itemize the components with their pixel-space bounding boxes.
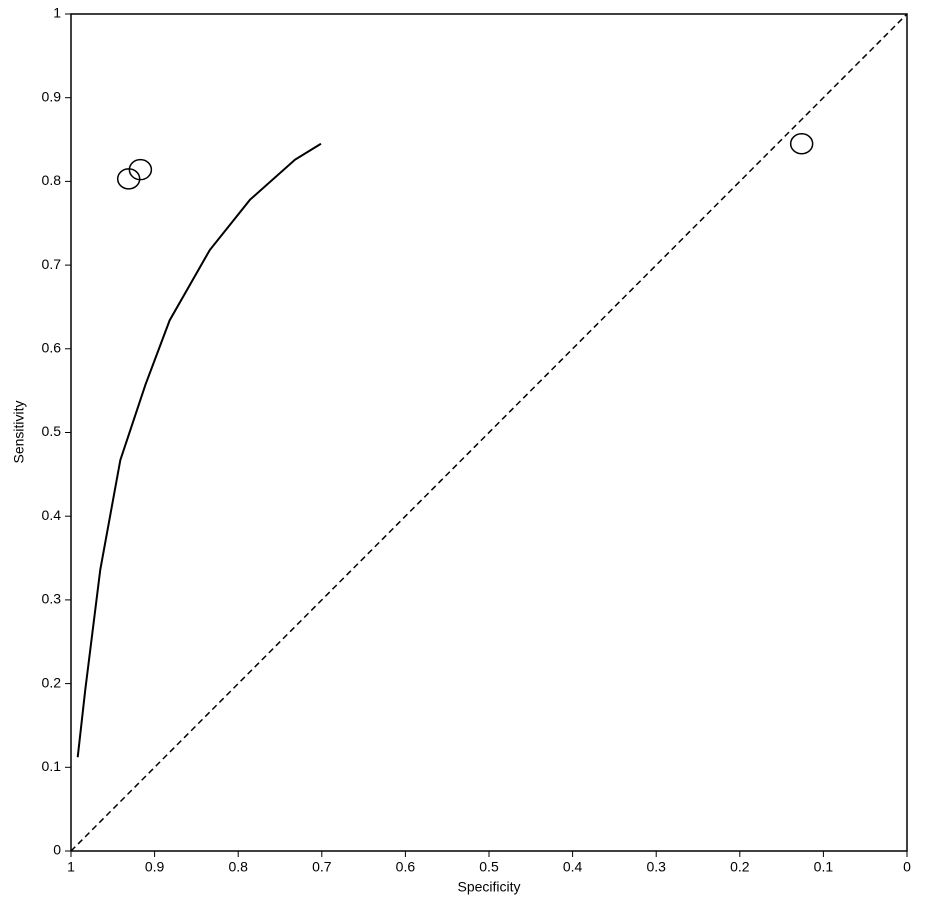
y-tick-label: 0.6 (42, 340, 62, 356)
y-tick-label: 0.8 (42, 172, 62, 188)
x-tick-label: 0.4 (563, 859, 583, 875)
x-tick-label: 1 (67, 859, 75, 875)
y-tick-label: 0.2 (42, 674, 62, 690)
y-tick-label: 0.3 (42, 591, 62, 607)
x-tick-label: 0.5 (479, 859, 499, 875)
y-tick-label: 0.7 (42, 256, 62, 272)
study-point (128, 158, 153, 181)
x-tick-label: 0.1 (814, 859, 834, 875)
x-tick-label: 0.9 (145, 859, 165, 875)
y-tick-label: 0.4 (42, 507, 62, 523)
sroc-curve (76, 142, 322, 758)
x-tick-label: 0.2 (730, 859, 750, 875)
x-tick-label: 0.8 (228, 859, 248, 875)
x-axis-title: Specificity (457, 879, 520, 895)
reference-line (70, 13, 908, 852)
y-tick-label: 1 (53, 5, 61, 21)
y-tick-label: 0 (53, 842, 61, 858)
y-axis-title: Sensitivity (11, 400, 27, 463)
study-point (789, 132, 814, 155)
y-tick-label: 0.5 (42, 423, 62, 439)
x-tick-label: 0 (903, 859, 911, 875)
x-tick-label: 0.3 (646, 859, 666, 875)
y-tick-label: 0.9 (42, 88, 62, 104)
y-tick-label: 0.1 (42, 758, 62, 774)
x-tick-label: 0.7 (312, 859, 332, 875)
x-tick-label: 0.6 (396, 859, 416, 875)
